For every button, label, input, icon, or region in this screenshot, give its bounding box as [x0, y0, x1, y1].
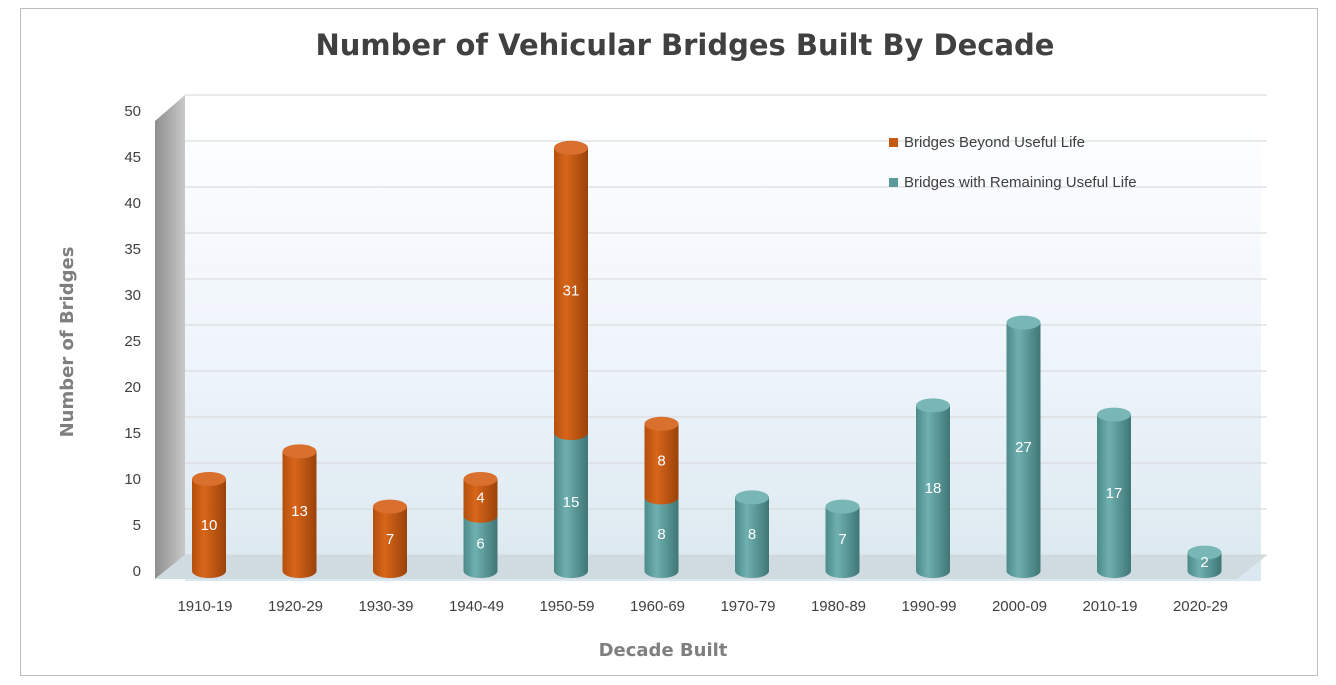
- data-label: 13: [291, 503, 308, 520]
- data-label: 6: [476, 535, 484, 552]
- x-axis-ticks: 1910-19 1920-29 1930-39 1940-49 1950-59 1960-…: [177, 598, 1228, 615]
- y-tick-label: 30: [124, 287, 141, 304]
- y-tick-label: 5: [133, 517, 141, 534]
- bar-segment: 8: [644, 497, 679, 579]
- data-label: 7: [386, 531, 394, 548]
- data-label: 8: [657, 526, 665, 543]
- y-tick-label: 15: [124, 425, 141, 442]
- x-tick-label: 2010-19: [1082, 598, 1137, 615]
- bar-segment: 31: [554, 140, 588, 440]
- data-label: 27: [1015, 439, 1032, 456]
- legend: Bridges Beyond Useful Life Bridges with R…: [889, 134, 1137, 191]
- y-tick-label: 50: [124, 103, 141, 120]
- y-tick-label: 40: [124, 195, 141, 212]
- bar-segment: 2: [1187, 545, 1222, 579]
- legend-swatch: [889, 178, 898, 187]
- bar-segment: 8: [735, 490, 769, 578]
- x-tick-label: 2020-29: [1173, 598, 1228, 615]
- data-label: 4: [476, 489, 484, 506]
- data-label: 17: [1106, 485, 1123, 502]
- x-tick-label: 2000-09: [992, 598, 1047, 615]
- x-tick-label: 1940-49: [449, 598, 504, 615]
- bar-segment: 18: [916, 398, 950, 578]
- y-tick-label: 45: [124, 149, 141, 166]
- legend-label: Bridges Beyond Useful Life: [904, 134, 1085, 151]
- x-tick-label: 1920-29: [268, 598, 323, 615]
- legend-item: Bridges Beyond Useful Life: [889, 134, 1085, 151]
- data-label: 10: [201, 517, 218, 534]
- chart-frame: 0 5 10 15 20 25 30 35 40 45 50 10 13 7 6 4 15 31 8 8 8 7 18 27…: [20, 8, 1318, 676]
- y-axis-title: Number of Bridges: [57, 247, 78, 438]
- x-tick-label: 1990-99: [901, 598, 956, 615]
- y-tick-label: 20: [124, 379, 141, 396]
- bar-segment: 7: [825, 499, 860, 579]
- x-tick-label: 1970-79: [720, 598, 775, 615]
- bar-segment: 27: [1006, 315, 1041, 579]
- data-label: 8: [657, 453, 665, 470]
- bar-segment: 8: [644, 416, 679, 505]
- bar-segment: 7: [373, 499, 407, 578]
- legend-label: Bridges with Remaining Useful Life: [904, 174, 1137, 191]
- bar-segment: 6: [463, 515, 498, 579]
- data-label: 7: [838, 531, 846, 548]
- y-tick-label: 0: [133, 563, 141, 580]
- bar-segment: 13: [282, 444, 317, 579]
- x-tick-label: 1930-39: [358, 598, 413, 615]
- data-label: 31: [563, 282, 580, 299]
- y-tick-label: 10: [124, 471, 141, 488]
- data-label: 2: [1200, 554, 1208, 571]
- data-label: 15: [563, 494, 580, 511]
- bar-segment: 10: [192, 472, 226, 578]
- y-tick-label: 25: [124, 333, 141, 350]
- chart-title: Number of Vehicular Bridges Built By Dec…: [316, 28, 1055, 62]
- y-tick-label: 35: [124, 241, 141, 258]
- x-tick-label: 1910-19: [177, 598, 232, 615]
- x-tick-label: 1980-89: [811, 598, 866, 615]
- bridges-chart: 0 5 10 15 20 25 30 35 40 45 50 10 13 7 6 4 15 31 8 8 8 7 18 27…: [57, 28, 1267, 661]
- x-axis-title: Decade Built: [599, 640, 728, 661]
- bar-segment: 4: [463, 472, 498, 523]
- bars: 10 13 7 6 4 15 31 8 8 8 7 18 27 17 2: [192, 140, 1222, 579]
- data-label: 8: [748, 526, 756, 543]
- x-tick-label: 1960-69: [630, 598, 685, 615]
- data-label: 18: [925, 480, 942, 497]
- bar-segment: 17: [1097, 407, 1131, 578]
- x-tick-label: 1950-59: [539, 598, 594, 615]
- bar-segment: 15: [554, 433, 588, 578]
- gridlines: [185, 94, 1267, 556]
- legend-item: Bridges with Remaining Useful Life: [889, 174, 1137, 191]
- plot-background: [155, 95, 1267, 581]
- y-axis-ticks: 0 5 10 15 20 25 30 35 40 45 50: [124, 103, 141, 580]
- legend-swatch: [889, 138, 898, 147]
